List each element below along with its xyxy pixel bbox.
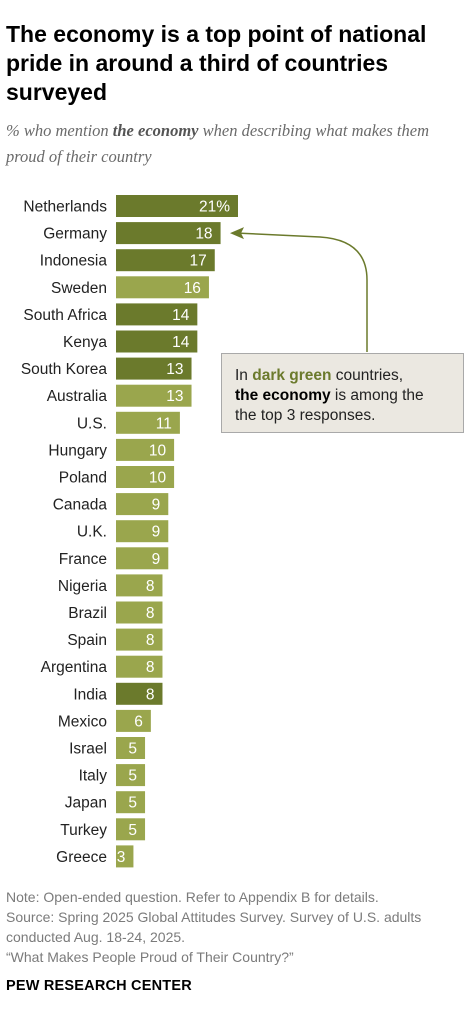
- bar-japan: [116, 791, 146, 814]
- bar-hungary: [116, 438, 175, 461]
- country-label-south-korea: South Korea: [21, 361, 108, 378]
- value-label-netherlands: 21%: [199, 199, 230, 216]
- bar-kenya: [116, 330, 198, 353]
- value-label-u-s: 11: [156, 415, 172, 432]
- subtitle-emphasis: the economy: [112, 121, 199, 140]
- bar-france: [116, 547, 169, 570]
- bar-greece: [116, 845, 134, 868]
- arrowhead-icon: [230, 227, 244, 240]
- value-label-hungary: 10: [149, 442, 167, 459]
- value-label-mexico: 6: [134, 713, 143, 730]
- bar-u-k: [116, 520, 169, 543]
- bar-canada: [116, 493, 169, 516]
- value-label-japan: 5: [128, 795, 137, 812]
- bar-germany: [116, 222, 221, 245]
- value-label-germany: 18: [195, 226, 212, 243]
- value-label-brazil: 8: [146, 605, 155, 622]
- country-label-u-s: U.S.: [77, 415, 107, 432]
- chart-title: The economy is a top point of national p…: [6, 21, 427, 105]
- bar-spain: [116, 628, 163, 651]
- callout-line-3: the top 3 responses.: [235, 407, 376, 424]
- callout-bold: the economy: [235, 387, 331, 404]
- callout-arrow-line: [237, 232, 368, 352]
- callout-line-1: In dark green countries,: [235, 367, 404, 384]
- subtitle-suffix: when describing what makes them proud of…: [6, 121, 430, 166]
- chart-subtitle: % who mention the economy when describin…: [6, 118, 466, 170]
- country-label-south-africa: South Africa: [23, 307, 107, 324]
- bar-south-africa: [116, 303, 198, 326]
- country-label-hungary: Hungary: [48, 442, 107, 459]
- country-label-india: India: [73, 686, 107, 703]
- country-label-indonesia: Indonesia: [40, 253, 108, 270]
- value-label-kenya: 14: [172, 334, 190, 351]
- country-label-mexico: Mexico: [58, 713, 107, 730]
- country-label-israel: Israel: [69, 741, 107, 758]
- country-label-japan: Japan: [65, 795, 107, 812]
- bar-netherlands: [116, 195, 238, 217]
- bar-nigeria: [116, 574, 163, 597]
- org-logo-text: PEW RESEARCH CENTER: [6, 978, 192, 994]
- source-text: Source: Spring 2025 Global Attitudes Sur…: [6, 909, 422, 925]
- country-label-nigeria: Nigeria: [58, 578, 107, 595]
- country-label-turkey: Turkey: [60, 822, 107, 839]
- bar-argentina: [116, 655, 163, 678]
- value-label-spain: 8: [146, 632, 155, 649]
- callout-box: In dark green countries, the economy is …: [221, 353, 464, 433]
- note-text: Note: Open-ended question. Refer to Appe…: [6, 889, 379, 905]
- value-label-canada: 9: [152, 497, 161, 514]
- bar-indonesia: [116, 249, 215, 272]
- country-label-greece: Greece: [56, 849, 107, 866]
- value-label-italy: 5: [128, 768, 137, 785]
- country-label-kenya: Kenya: [63, 334, 107, 351]
- country-label-germany: Germany: [43, 226, 107, 243]
- bar-australia: [116, 384, 192, 407]
- value-label-sweden: 16: [184, 280, 201, 297]
- value-label-south-korea: 13: [166, 361, 183, 378]
- value-label-poland: 10: [149, 470, 167, 487]
- country-label-u-k: U.K.: [77, 524, 107, 541]
- country-label-france: France: [59, 551, 107, 568]
- value-label-turkey: 5: [128, 822, 137, 839]
- country-label-australia: Australia: [47, 388, 108, 405]
- country-label-canada: Canada: [53, 497, 108, 514]
- value-label-south-africa: 14: [172, 307, 190, 324]
- country-label-argentina: Argentina: [41, 659, 108, 676]
- value-label-india: 8: [146, 686, 155, 703]
- country-label-spain: Spain: [67, 632, 107, 649]
- bar-brazil: [116, 601, 163, 624]
- value-label-greece: 3: [117, 849, 126, 866]
- country-label-poland: Poland: [59, 470, 107, 487]
- value-label-indonesia: 17: [190, 253, 207, 270]
- bar-italy: [116, 764, 146, 787]
- report-title: “What Makes People Proud of Their Countr…: [6, 949, 294, 965]
- value-label-argentina: 8: [146, 659, 155, 676]
- country-label-netherlands: Netherlands: [23, 199, 107, 216]
- source-text-2: conducted Aug. 18-24, 2025.: [6, 929, 186, 945]
- footnotes: Note: Open-ended question. Refer to Appe…: [6, 887, 468, 967]
- value-label-israel: 5: [128, 741, 137, 758]
- callout-line-2: the economy is among the: [235, 387, 424, 404]
- country-label-brazil: Brazil: [68, 605, 107, 622]
- bar-turkey: [116, 818, 146, 841]
- country-label-sweden: Sweden: [51, 280, 107, 297]
- bar-south-korea: [116, 357, 192, 380]
- bar-sweden: [116, 276, 209, 299]
- bar-u-s: [116, 411, 180, 434]
- value-label-u-k: 9: [152, 524, 161, 541]
- value-label-france: 9: [152, 551, 161, 568]
- callout-highlight: dark green: [252, 367, 332, 384]
- value-label-nigeria: 8: [146, 578, 155, 595]
- bar-poland: [116, 466, 175, 488]
- bar-israel: [116, 737, 146, 759]
- subtitle-prefix: % who mention: [6, 121, 113, 140]
- bar-india: [116, 682, 163, 705]
- value-label-australia: 13: [166, 388, 183, 405]
- bar-mexico: [116, 709, 151, 732]
- country-label-italy: Italy: [79, 768, 108, 785]
